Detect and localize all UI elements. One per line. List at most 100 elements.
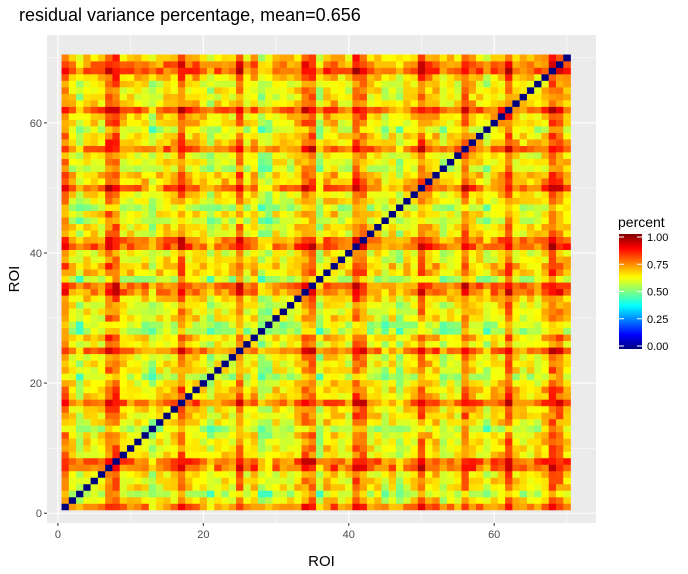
heatmap-cell xyxy=(301,126,310,133)
heatmap-cell xyxy=(185,275,193,283)
heatmap-cell xyxy=(308,379,317,387)
heatmap-cell xyxy=(308,334,317,342)
heatmap-cell xyxy=(112,145,121,153)
heatmap-cell xyxy=(265,314,273,322)
heatmap-cell xyxy=(446,204,455,211)
heatmap-cell xyxy=(556,74,564,81)
heatmap-cell xyxy=(243,386,251,394)
heatmap-cell xyxy=(512,165,520,172)
heatmap-cell xyxy=(468,158,477,166)
heatmap-cell xyxy=(381,503,390,511)
heatmap-cell xyxy=(446,470,455,478)
heatmap-cell xyxy=(148,80,157,88)
heatmap-cell xyxy=(446,457,455,465)
heatmap-cell xyxy=(497,373,506,381)
heatmap-cell xyxy=(381,282,390,290)
heatmap-cell xyxy=(126,191,135,198)
heatmap-cell xyxy=(534,100,542,107)
heatmap-cell xyxy=(519,490,528,498)
heatmap-cell xyxy=(556,399,564,407)
heatmap-cell xyxy=(221,113,230,120)
heatmap-cell xyxy=(359,340,368,348)
heatmap-cell xyxy=(519,119,528,127)
heatmap-cell xyxy=(112,67,121,75)
heatmap-cell xyxy=(134,373,142,381)
heatmap-cell xyxy=(374,106,382,114)
heatmap-cell xyxy=(497,184,506,192)
heatmap-cell xyxy=(541,87,550,94)
heatmap-cell xyxy=(497,438,506,446)
heatmap-cell xyxy=(410,236,419,244)
heatmap-cell xyxy=(541,158,550,166)
heatmap-cell xyxy=(483,243,491,251)
heatmap-cell xyxy=(337,54,346,62)
heatmap-cell xyxy=(417,113,426,120)
heatmap-cell xyxy=(446,288,455,296)
heatmap-cell xyxy=(206,178,215,185)
heatmap-cell xyxy=(432,87,440,94)
heatmap-cell xyxy=(345,113,353,120)
heatmap-cell xyxy=(403,451,411,459)
heatmap-cell xyxy=(177,74,186,81)
heatmap-cell xyxy=(97,457,106,465)
heatmap-cell xyxy=(206,425,215,433)
heatmap-cell xyxy=(199,230,208,238)
heatmap-cell xyxy=(199,373,208,381)
heatmap-cell xyxy=(214,217,222,224)
heatmap-cell xyxy=(425,360,433,368)
heatmap-cell xyxy=(337,360,346,368)
heatmap-cell xyxy=(330,210,339,218)
heatmap-cell xyxy=(156,399,164,407)
heatmap-cell xyxy=(112,392,121,400)
heatmap-cell xyxy=(337,373,346,381)
heatmap-cell xyxy=(279,184,288,192)
heatmap-cell xyxy=(294,178,302,185)
heatmap-cell xyxy=(236,314,244,322)
heatmap-cell xyxy=(323,321,331,329)
heatmap-cell xyxy=(76,67,84,75)
heatmap-cell xyxy=(468,496,477,504)
heatmap-cell xyxy=(505,321,513,329)
heatmap-cell xyxy=(468,191,477,198)
heatmap-cell xyxy=(439,191,448,198)
heatmap-cell xyxy=(526,74,535,81)
heatmap-cell xyxy=(112,119,121,127)
heatmap-cell xyxy=(308,184,317,192)
heatmap-cell xyxy=(308,295,317,303)
heatmap-cell xyxy=(294,360,302,368)
heatmap-cell xyxy=(236,431,244,439)
heatmap-cell xyxy=(381,451,390,459)
heatmap-cell xyxy=(243,392,251,400)
heatmap-cell xyxy=(156,210,164,218)
heatmap-cell xyxy=(548,418,557,426)
heatmap-cell xyxy=(352,256,360,264)
heatmap-cell xyxy=(301,321,310,329)
heatmap-cell xyxy=(337,145,346,153)
heatmap-cell xyxy=(206,490,215,498)
heatmap-cell xyxy=(519,80,528,88)
heatmap-cell xyxy=(366,457,375,465)
heatmap-cell xyxy=(90,256,99,264)
heatmap-cell xyxy=(432,93,440,101)
heatmap-cell xyxy=(199,425,208,433)
heatmap-cell xyxy=(199,236,208,244)
heatmap-cell xyxy=(68,490,77,498)
heatmap-cell xyxy=(156,386,164,394)
heatmap-cell xyxy=(177,236,186,244)
heatmap-cell xyxy=(490,132,499,140)
heatmap-cell xyxy=(214,431,222,439)
heatmap-cell xyxy=(243,126,251,133)
heatmap-cell xyxy=(272,353,280,361)
heatmap-cell xyxy=(388,353,397,361)
heatmap-cell xyxy=(112,451,121,459)
heatmap-cell xyxy=(279,412,288,420)
heatmap-cell xyxy=(221,61,230,68)
heatmap-cell xyxy=(425,80,433,88)
heatmap-cell xyxy=(272,288,280,296)
heatmap-cell xyxy=(68,204,77,211)
heatmap-cell xyxy=(148,360,157,368)
heatmap-cell xyxy=(294,152,302,159)
heatmap-cell xyxy=(497,392,506,400)
heatmap-cell xyxy=(68,431,77,439)
heatmap-cell xyxy=(301,451,310,459)
